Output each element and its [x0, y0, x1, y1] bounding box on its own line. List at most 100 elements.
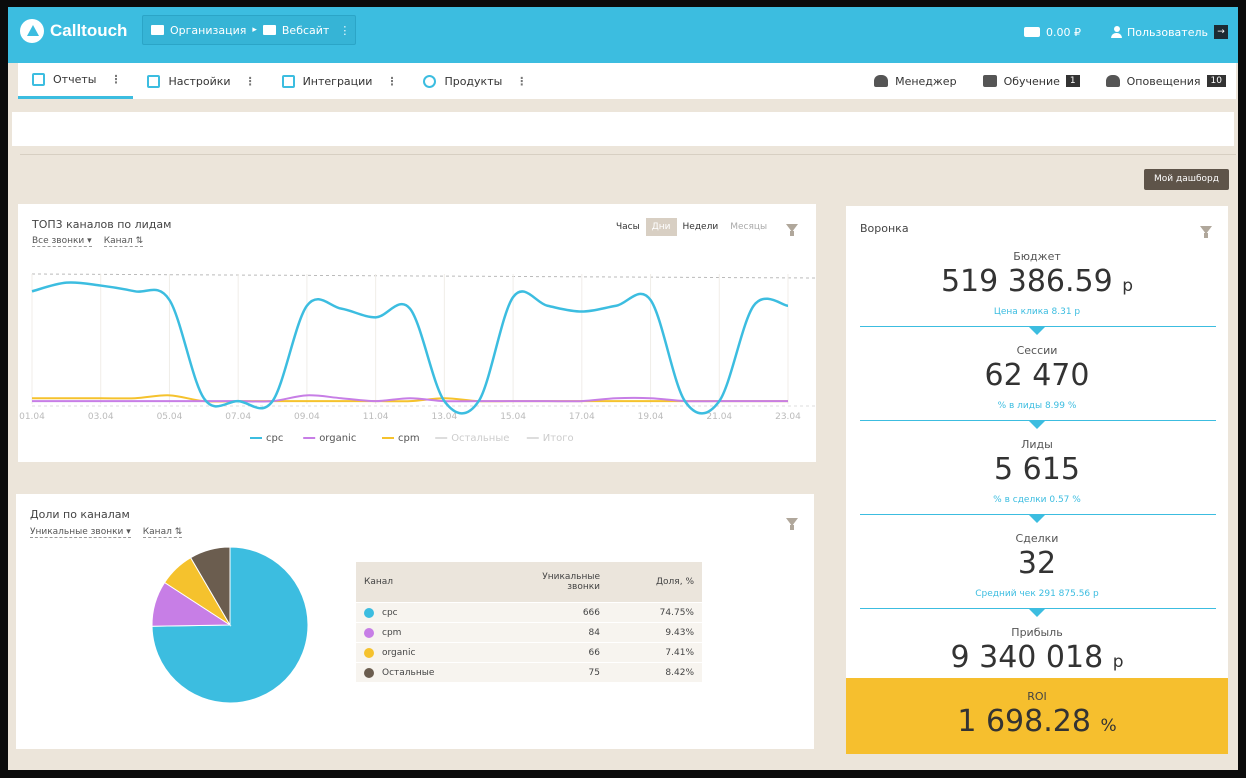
sessions-value: 62 470: [984, 358, 1090, 393]
calls-value: 84: [588, 627, 600, 638]
sessions-sub: % в лиды 8.99 %: [997, 401, 1077, 411]
logout-icon[interactable]: →: [1214, 25, 1228, 39]
roi-number: 1 698.28: [957, 704, 1091, 739]
more-icon[interactable]: ⋮: [386, 74, 398, 88]
nav-integrations[interactable]: Интеграции ⋮: [268, 63, 410, 99]
learning-label: Обучение: [1003, 74, 1060, 88]
x-tick-label: 09.04: [294, 412, 320, 422]
nav-products[interactable]: Продукты ⋮: [409, 63, 539, 99]
nav-settings[interactable]: Настройки ⋮: [133, 63, 267, 99]
series-line-cpc[interactable]: [31, 281, 789, 415]
site-selector[interactable]: Вебсайт: [281, 23, 330, 37]
balance-value: 0.00 ₽: [1045, 25, 1081, 39]
period-hours[interactable]: Часы: [616, 222, 640, 232]
pie-slice-cpc[interactable]: [151, 546, 309, 704]
x-tick-label: 17.04: [569, 412, 595, 422]
more-icon[interactable]: ⋮: [339, 23, 350, 37]
notifications-link[interactable]: Оповещения 10: [1105, 75, 1226, 88]
user-menu[interactable]: Пользователь: [1126, 25, 1208, 39]
manager-label: Менеджер: [895, 74, 957, 88]
funnel-divider: [860, 420, 1216, 421]
period-weeks[interactable]: Недели: [682, 222, 719, 232]
other-color-dot: [364, 667, 374, 678]
bell-icon: [1105, 75, 1120, 87]
logo-text: Calltouch: [50, 21, 128, 40]
legend-item-1[interactable]: organic: [319, 433, 356, 444]
calls-value: 66: [588, 647, 600, 658]
channel-name: cpc: [382, 607, 398, 618]
funnel-divider: [860, 326, 1216, 327]
balance[interactable]: 0.00 ₽: [1023, 25, 1081, 39]
graduation-cap-icon: [982, 75, 997, 87]
legend-item-2[interactable]: cpm: [398, 433, 420, 444]
budget-unit: р: [1122, 276, 1134, 296]
unique-calls-dropdown[interactable]: Уникальные звонки ▾: [30, 527, 131, 538]
org-selector[interactable]: Организация: [170, 23, 247, 37]
channel-name: cpm: [382, 627, 402, 638]
filter-icon[interactable]: [786, 224, 798, 236]
channel-name: organic: [382, 647, 416, 658]
budget-label: Бюджет: [1013, 250, 1061, 263]
period-days[interactable]: Дни: [645, 218, 677, 236]
leads-value: 5 615: [994, 452, 1080, 487]
organic-color-dot: [364, 647, 374, 658]
funnel-divider: [860, 608, 1216, 609]
series-line-organic[interactable]: [32, 394, 788, 403]
channel-filter-dropdown[interactable]: Канал ⇅: [103, 236, 144, 247]
leads-sub: % в сделки 0.57 %: [993, 495, 1081, 505]
calls-value: 75: [588, 667, 600, 678]
channel-table: Канал Уникальные звонки Доля, % cpc 666 …: [356, 562, 702, 682]
more-icon[interactable]: ⋮: [244, 74, 256, 88]
table-row: cpm 84 9.43%: [356, 622, 702, 642]
x-tick-label: 05.04: [157, 412, 183, 422]
x-tick-label: 01.04: [19, 412, 45, 422]
pie-slice-Остальные[interactable]: [189, 546, 231, 627]
logo[interactable]: Calltouch: [20, 19, 127, 43]
calls-filter-dropdown[interactable]: Все звонки ▾: [32, 236, 92, 247]
share-value: 74.75%: [659, 607, 694, 618]
channel-filter-dropdown[interactable]: Канал ⇅: [142, 527, 183, 538]
profit-label: Прибыль: [1011, 626, 1063, 639]
manager-link[interactable]: Менеджер: [874, 74, 957, 88]
legend-item-0[interactable]: cpc: [266, 433, 283, 444]
roi-block: ROI 1 698.28 %: [846, 678, 1228, 754]
profit-number: 9 340 018: [950, 640, 1104, 675]
context-switcher[interactable]: Организация ▸ Вебсайт ⋮: [142, 15, 356, 45]
deals-value: 32: [1017, 546, 1057, 581]
clipboard-icon: [32, 73, 45, 86]
legend-item-4[interactable]: Итого: [543, 433, 574, 444]
period-months[interactable]: Месяцы: [730, 222, 768, 232]
nav-reports-label: Отчеты: [53, 73, 97, 86]
learning-badge: 1: [1065, 75, 1080, 87]
learning-link[interactable]: Обучение 1: [982, 74, 1080, 88]
series-line-cpm[interactable]: [32, 394, 788, 403]
x-tick-label: 19.04: [638, 412, 664, 422]
filter-icon[interactable]: [1200, 226, 1212, 238]
funnel-card: Воронка Бюджет 519 386.59 р Цена клика 8…: [846, 206, 1228, 754]
x-tick-label: 15.04: [500, 412, 526, 422]
puzzle-icon: [281, 74, 295, 88]
gridline-top: [31, 273, 816, 279]
cpc-color-dot: [364, 607, 374, 618]
col-channel[interactable]: Канал: [364, 577, 394, 587]
nav-reports[interactable]: Отчеты ⋮: [18, 63, 134, 99]
filter-icon[interactable]: [786, 518, 798, 530]
col-share[interactable]: Доля, %: [656, 577, 694, 587]
x-tick-label: 21.04: [706, 412, 732, 422]
top-bar: Calltouch Организация ▸ Вебсайт ⋮ 0.00 ₽…: [8, 7, 1238, 63]
my-dashboard-button[interactable]: Мой дашборд: [1144, 169, 1229, 190]
col-calls[interactable]: Уникальные звонки: [542, 572, 600, 592]
budget-value: 519 386.59 р: [846, 264, 1228, 299]
products-icon: [423, 74, 437, 88]
pie-chart: [151, 546, 309, 704]
more-icon[interactable]: ⋮: [110, 73, 122, 86]
period-switcher: Часы Дни Недели Месяцы: [610, 218, 773, 236]
cpm-color-dot: [364, 627, 374, 638]
legend-item-3[interactable]: Остальные: [451, 433, 509, 444]
funnel-divider: [860, 514, 1216, 515]
share-value: 7.41%: [665, 647, 694, 658]
chevron-right-icon: ▸: [252, 25, 257, 35]
more-icon[interactable]: ⋮: [516, 74, 528, 88]
briefcase-icon: [151, 25, 164, 35]
profit-unit: р: [1112, 652, 1124, 672]
